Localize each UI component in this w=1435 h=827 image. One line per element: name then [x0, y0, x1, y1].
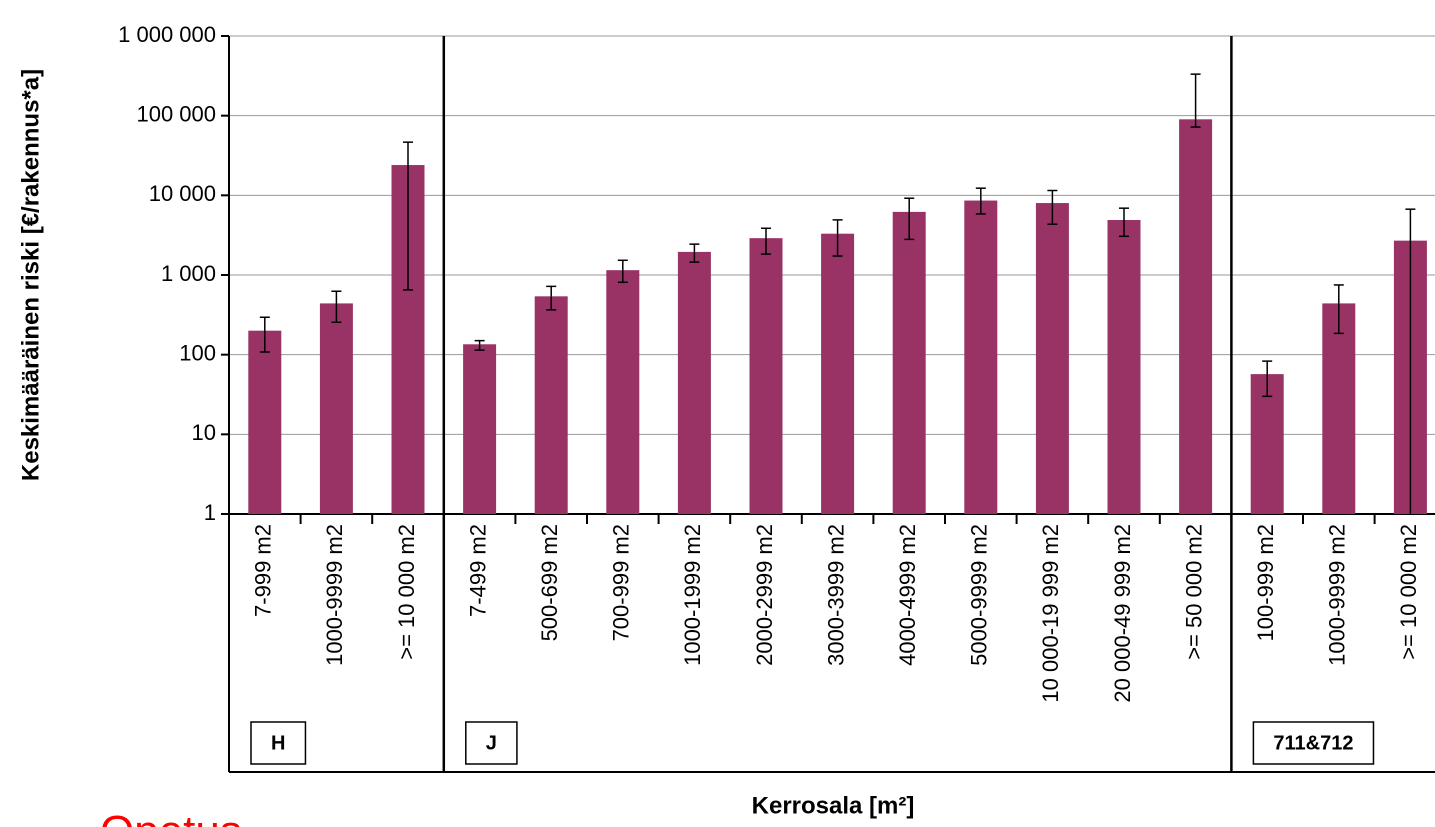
group-label-box	[465, 721, 518, 765]
x-tick-label: >= 10 000 m2	[1396, 524, 1421, 660]
x-tick-label: 7-999 m2	[251, 524, 276, 617]
x-tick-label: >= 10 000 m2	[394, 524, 419, 660]
group-label-box	[1252, 721, 1375, 765]
x-tick-label: 700-999 m2	[609, 524, 634, 641]
bar	[821, 233, 855, 515]
y-axis-title: Keskimääräinen riski [€/rakennus*a]	[17, 69, 44, 481]
bar	[1035, 203, 1069, 514]
bar	[964, 200, 998, 514]
group-label: H	[271, 732, 285, 754]
y-tick-label: 100 000	[136, 101, 216, 126]
x-tick-label: 4000-4999 m2	[895, 524, 920, 666]
x-tick-label: 1000-9999 m2	[322, 524, 347, 666]
y-tick-label: 10 000	[149, 181, 216, 206]
bar	[749, 238, 783, 514]
x-tick-label: 20 000-49 999 m2	[1110, 524, 1135, 703]
bar	[319, 303, 353, 514]
group-label-box	[250, 721, 307, 765]
x-tick-label: 5000-9999 m2	[967, 524, 992, 666]
group-label: J	[486, 732, 497, 754]
y-tick-label: 100	[179, 340, 216, 365]
x-tick-label: 10 000-19 999 m2	[1038, 524, 1063, 703]
annotation: Opetus-	[100, 807, 257, 827]
x-tick-label: 1000-1999 m2	[680, 524, 705, 666]
x-tick-label: 7-499 m2	[465, 524, 490, 617]
x-tick-label: 3000-3999 m2	[823, 524, 848, 666]
x-tick-label: 100-999 m2	[1253, 524, 1278, 641]
bar	[463, 344, 497, 514]
bar	[1179, 119, 1213, 514]
x-tick-label: 1000-9999 m2	[1325, 524, 1350, 666]
bar	[677, 251, 711, 514]
y-tick-label: 10	[192, 420, 216, 445]
y-tick-label: 1 000 000	[118, 22, 216, 47]
x-tick-label: 2000-2999 m2	[752, 524, 777, 666]
bar	[248, 330, 282, 514]
bar	[606, 270, 640, 514]
x-axis-title: Kerrosala [m²]	[752, 792, 915, 819]
bar	[1322, 303, 1356, 514]
bar	[1107, 220, 1141, 514]
group-label: 711&712	[1273, 732, 1353, 754]
x-tick-label: 500-699 m2	[537, 524, 562, 641]
x-tick-label: >= 50 000 m2	[1181, 524, 1206, 660]
bar	[1250, 374, 1284, 514]
y-tick-label: 1 000	[161, 261, 216, 286]
y-tick-label: 1	[204, 500, 216, 525]
bar	[892, 211, 926, 514]
bar	[534, 296, 568, 514]
